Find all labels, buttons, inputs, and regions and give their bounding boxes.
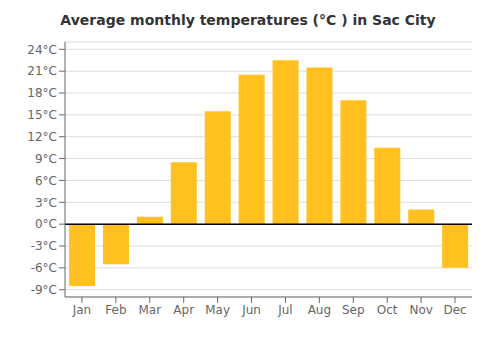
svg-text:Oct: Oct bbox=[377, 303, 398, 317]
svg-text:Jun: Jun bbox=[241, 303, 261, 317]
svg-text:0°C: 0°C bbox=[35, 217, 57, 231]
svg-text:Mar: Mar bbox=[138, 303, 161, 317]
svg-text:Nov: Nov bbox=[409, 303, 432, 317]
svg-text:6°C: 6°C bbox=[35, 174, 57, 188]
svg-text:May: May bbox=[205, 303, 230, 317]
svg-text:3°C: 3°C bbox=[35, 196, 57, 210]
svg-text:Apr: Apr bbox=[173, 303, 194, 317]
svg-text:Aug: Aug bbox=[308, 303, 331, 317]
svg-text:12°C: 12°C bbox=[27, 130, 57, 144]
svg-text:9°C: 9°C bbox=[35, 152, 57, 166]
svg-text:Jan: Jan bbox=[72, 303, 92, 317]
svg-text:18°C: 18°C bbox=[27, 86, 57, 100]
svg-text:-3°C: -3°C bbox=[31, 239, 57, 253]
svg-text:Feb: Feb bbox=[105, 303, 126, 317]
svg-text:15°C: 15°C bbox=[27, 108, 57, 122]
svg-text:-9°C: -9°C bbox=[31, 283, 57, 297]
svg-text:Jul: Jul bbox=[277, 303, 292, 317]
svg-text:24°C: 24°C bbox=[27, 43, 57, 57]
svg-text:21°C: 21°C bbox=[27, 64, 57, 78]
html-text:Average monthly temperatures (: Average monthly temperatures (°C ) in Sa… bbox=[60, 12, 436, 28]
svg-text:-6°C: -6°C bbox=[31, 261, 57, 275]
svg-text:Sep: Sep bbox=[342, 303, 365, 317]
svg-text:Dec: Dec bbox=[443, 303, 466, 317]
